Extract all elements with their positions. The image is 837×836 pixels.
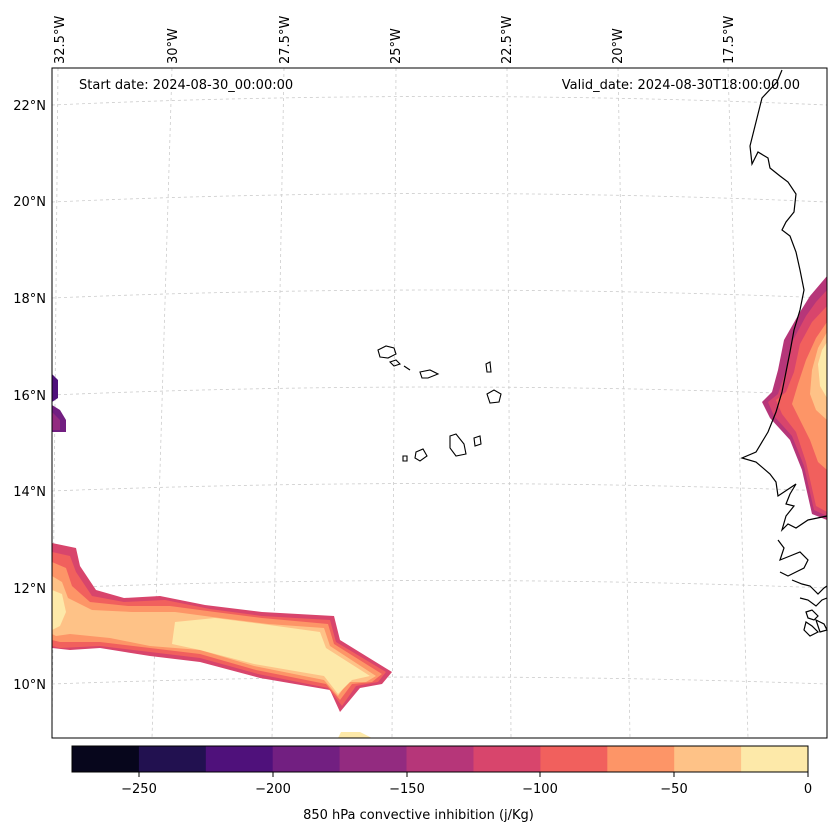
colorbar-tick-label: −100 [522, 782, 558, 797]
lon-label: 27.5°W [278, 16, 293, 64]
colorbar-tick-label: −200 [255, 782, 291, 797]
colorbar-tick-label: 0 [804, 782, 812, 797]
colorbar-swatch [205, 746, 274, 772]
colorbar-swatch [339, 746, 407, 772]
cin-contours-south [52, 543, 392, 738]
colorbar-frame [71, 745, 809, 773]
lat-label: 16°N [13, 389, 46, 404]
cin-contours-east [762, 276, 827, 520]
colorbar [72, 746, 809, 772]
colorbar-ticks [138, 772, 809, 777]
lat-label: 14°N [13, 485, 46, 500]
colorbar-tick-labels: −250 −200 −150 −100 −50 0 [121, 782, 812, 797]
start-date-label: Start date: 2024-08-30_00:00:00 [79, 78, 294, 93]
african-coastline [740, 69, 828, 637]
colorbar-label: 850 hPa convective inhibition (j/Kg) [303, 808, 534, 823]
colorbar-tick-label: −50 [660, 782, 687, 797]
lon-label: 22.5°W [500, 16, 515, 64]
colorbar-tick-label: −250 [121, 782, 157, 797]
valid-date-label: Valid_date: 2024-08-30T18:00:00.00 [561, 78, 800, 93]
lat-label: 10°N [13, 678, 46, 693]
cape-verde-islands [377, 345, 502, 462]
lat-label: 18°N [13, 292, 46, 307]
cin-contours-west [52, 374, 66, 432]
longitude-labels: 32.5°W 30°W 27.5°W 25°W 22.5°W 20°W 17.5… [53, 16, 737, 64]
lon-label: 17.5°W [722, 16, 737, 64]
lon-label: 25°W [389, 28, 404, 64]
colorbar-tick-label: −150 [389, 782, 425, 797]
latitude-labels: 22°N 20°N 18°N 16°N 14°N 12°N 10°N [13, 99, 46, 693]
lon-label: 32.5°W [53, 16, 68, 64]
lon-label: 20°W [611, 28, 626, 64]
lat-label: 20°N [13, 195, 46, 210]
colorbar-swatch [741, 746, 809, 772]
lat-label: 22°N [13, 99, 46, 114]
colorbar-swatch [72, 746, 140, 772]
colorbar-swatch [674, 746, 742, 772]
lat-label: 12°N [13, 582, 46, 597]
colorbar-swatch [607, 746, 675, 772]
colorbar-swatch [272, 746, 341, 772]
colorbar-swatch [473, 746, 541, 772]
colorbar-swatch [406, 746, 474, 772]
map-frame [51, 67, 828, 739]
colorbar-swatch [138, 746, 207, 772]
colorbar-swatch [540, 746, 608, 772]
lon-label: 30°W [166, 28, 181, 64]
